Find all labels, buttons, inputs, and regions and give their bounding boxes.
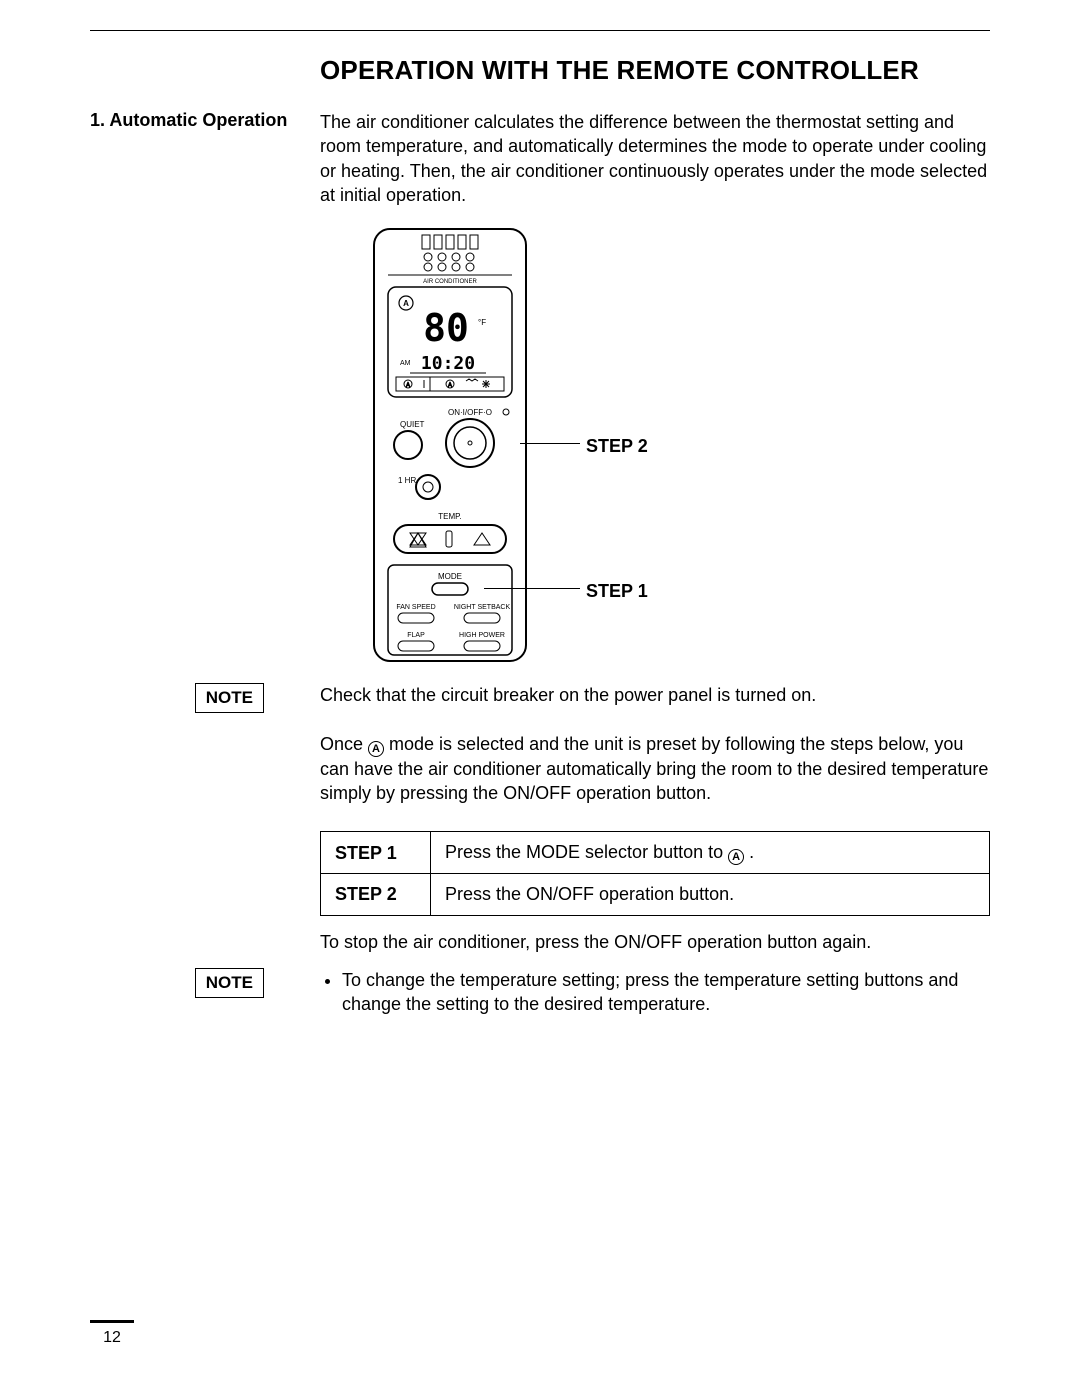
night-setback-label: NIGHT SETBACK bbox=[454, 604, 511, 611]
note-bullet: To change the temperature setting; press… bbox=[342, 968, 990, 1017]
callout-step1: STEP 1 bbox=[586, 579, 648, 603]
section-heading: 1. Automatic Operation bbox=[90, 110, 320, 131]
manual-page: OPERATION WITH THE REMOTE CONTROLLER 1. … bbox=[0, 0, 1080, 1397]
note-row-1: NOTE Check that the circuit breaker on t… bbox=[90, 683, 990, 805]
display-temp-unit: °F bbox=[478, 318, 486, 327]
display-time-prefix: AM bbox=[400, 360, 411, 367]
section-body: The air conditioner calculates the diffe… bbox=[320, 110, 990, 675]
step-id-2: STEP 2 bbox=[321, 874, 431, 915]
note-row-2: NOTE To change the temperature setting; … bbox=[90, 968, 990, 1017]
page-title: OPERATION WITH THE REMOTE CONTROLLER bbox=[320, 55, 990, 86]
fan-speed-label: FAN SPEED bbox=[396, 604, 435, 611]
remote-svg: AIR CONDITIONER A 80 °F AM 10:20 bbox=[320, 225, 580, 665]
svg-text:A: A bbox=[406, 383, 410, 389]
a-mode-icon: A bbox=[728, 849, 744, 865]
page-number-rule bbox=[90, 1320, 134, 1323]
temp-label: TEMP. bbox=[438, 512, 461, 521]
note-bullet-list: To change the temperature setting; press… bbox=[320, 968, 990, 1017]
steps-row: STEP 1 Press the MODE selector button to… bbox=[90, 819, 990, 954]
section-row: 1. Automatic Operation The air condition… bbox=[90, 110, 990, 675]
note-col-2: NOTE bbox=[90, 968, 320, 998]
remote-header-label: AIR CONDITIONER bbox=[423, 279, 477, 285]
page-number-block: 12 bbox=[90, 1320, 134, 1347]
flap-label: FLAP bbox=[407, 632, 425, 639]
svg-text:A: A bbox=[403, 299, 409, 308]
auto-pre: Once bbox=[320, 734, 368, 754]
display-time: 10:20 bbox=[421, 353, 475, 374]
note-auto-paragraph: Once A mode is selected and the unit is … bbox=[320, 732, 990, 806]
note-col: NOTE bbox=[90, 683, 320, 713]
note-body-2: To change the temperature setting; press… bbox=[320, 968, 990, 1017]
display-temp: 80 bbox=[423, 306, 469, 350]
note-first-line: Check that the circuit breaker on the po… bbox=[320, 683, 990, 707]
svg-text:A: A bbox=[448, 383, 452, 389]
step1-post: . bbox=[744, 842, 754, 862]
step-text-2: Press the ON/OFF operation button. bbox=[431, 874, 990, 915]
step1-pre: Press the MODE selector button to bbox=[445, 842, 728, 862]
step-text-1: Press the MODE selector button to A . bbox=[431, 832, 990, 874]
auto-post: mode is selected and the unit is preset … bbox=[320, 734, 988, 803]
step-id-1: STEP 1 bbox=[321, 832, 431, 874]
remote-illustration: AIR CONDITIONER A 80 °F AM 10:20 bbox=[320, 225, 780, 665]
steps-body: STEP 1 Press the MODE selector button to… bbox=[320, 819, 990, 954]
quiet-label: QUIET bbox=[400, 420, 425, 429]
stop-line: To stop the air conditioner, press the O… bbox=[320, 930, 990, 954]
page-number: 12 bbox=[90, 1329, 134, 1347]
one-hr-label: 1 HR. bbox=[398, 476, 418, 485]
mode-label: MODE bbox=[438, 572, 462, 581]
table-row: STEP 2 Press the ON/OFF operation button… bbox=[321, 874, 990, 915]
callout-step2: STEP 2 bbox=[586, 434, 648, 458]
note-label-box: NOTE bbox=[195, 968, 264, 998]
high-power-label: HIGH POWER bbox=[459, 632, 505, 639]
intro-paragraph: The air conditioner calculates the diffe… bbox=[320, 110, 990, 207]
note-body-1: Check that the circuit breaker on the po… bbox=[320, 683, 990, 805]
top-rule bbox=[90, 30, 990, 31]
callout-line-step1 bbox=[484, 588, 580, 589]
steps-table: STEP 1 Press the MODE selector button to… bbox=[320, 831, 990, 915]
table-row: STEP 1 Press the MODE selector button to… bbox=[321, 832, 990, 874]
callout-line-step2 bbox=[520, 443, 580, 444]
a-mode-icon: A bbox=[368, 741, 384, 757]
onoff-label: ON·I/OFF·O bbox=[448, 408, 492, 417]
note-label-box: NOTE bbox=[195, 683, 264, 713]
